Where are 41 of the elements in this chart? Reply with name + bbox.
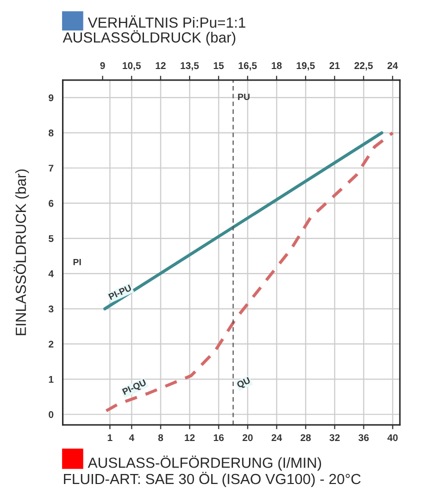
annotation: QU (236, 376, 252, 390)
x2-axis-title: AUSLASSÖLDRUCK (bar) (62, 30, 236, 46)
x-tick-label: 16 (214, 434, 224, 442)
x-tick-label: 24 (272, 434, 282, 442)
x2-tick-label: 10,5 (122, 62, 141, 70)
y-axis-title: EINLASSÖLDRUCK (bar) (14, 170, 29, 336)
x-tick-label: 8 (158, 434, 164, 442)
x-tick-label: 36 (358, 434, 369, 442)
x-tick-label: 20 (242, 434, 253, 442)
y-tick-label: 3 (48, 306, 54, 312)
x-tick-label: 32 (329, 434, 340, 442)
x-tick-label: 1 (108, 434, 112, 442)
x2-tick-label: 9 (100, 62, 105, 70)
y-tick-label: 8 (48, 130, 54, 136)
x2-tick-label: 24 (388, 62, 398, 69)
chart-title: VERHÄLTNIS Pi:Pu=1:1 (88, 15, 246, 28)
x2-tick-label: 13,5 (180, 62, 199, 70)
ref-line-label: PU (238, 94, 250, 100)
x2-tick-label: 12 (156, 62, 166, 69)
text: FLUID-ART: SAE 30 ÖL (ISAO VG100) - 20°C (64, 472, 361, 488)
x2-tick-label: 16,5 (238, 62, 257, 70)
y-tick-label: 1 (48, 376, 54, 383)
y-tick-label: 0 (48, 411, 54, 418)
x2-tick-label: 21 (330, 62, 340, 69)
y-tick-label: 4 (48, 270, 54, 278)
y-tick-label: 5 (48, 235, 54, 242)
y-tick-label: 7 (48, 164, 54, 172)
x-tick-label: 40 (387, 434, 398, 442)
x-axis-title: AUSLASS-ÖLFÖRDERUNG (I/MIN) (88, 456, 322, 471)
x-tick-label: 4 (129, 434, 134, 442)
y-tick-label: 2 (48, 340, 54, 348)
x-tick-label: 28 (300, 434, 311, 442)
x2-tick-label: 22,5 (354, 62, 373, 70)
x2-tick-label: 15 (214, 62, 224, 70)
annotation: PI (73, 258, 81, 266)
x-tick-label: 12 (184, 434, 195, 442)
x2-tick-label: 19,5 (296, 62, 315, 70)
y-tick-label: 6 (48, 200, 54, 207)
x2-tick-label: 18 (272, 62, 282, 70)
y-tick-label: 9 (48, 94, 54, 102)
line-series (104, 131, 394, 412)
